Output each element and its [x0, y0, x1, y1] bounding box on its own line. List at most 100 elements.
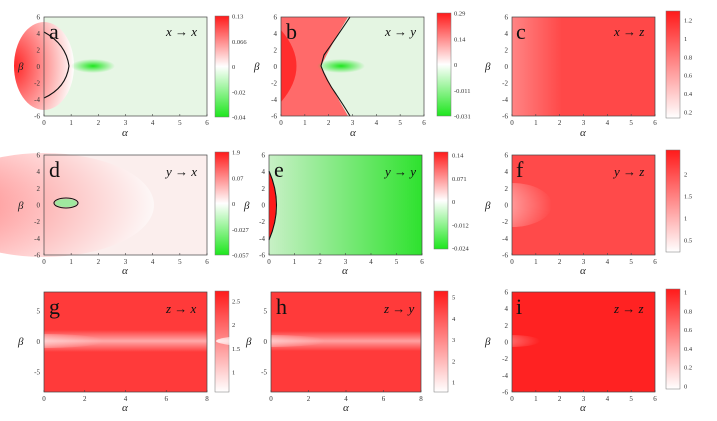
- panel-g-ytick-label: 0: [37, 338, 41, 346]
- panel-h-ytick-label: 0: [264, 338, 268, 346]
- panel-i-xtick-label: 1: [534, 395, 538, 403]
- panel-g-band: [44, 330, 207, 352]
- panel-g-xtick-label: 6: [165, 395, 169, 403]
- panel-f-colorbar-tick-label: 1.5: [684, 194, 692, 201]
- panel-i-colorbar-tick-label: 0.8: [684, 308, 692, 315]
- panel-g-xlabel: α: [122, 402, 128, 414]
- panel-a-xtick-label: 0: [42, 119, 46, 127]
- panel-f-xtick-label: 6: [653, 258, 657, 266]
- panel-e-colorbar-tick-label: 0.14: [452, 153, 464, 160]
- panel-b-ytick-label: 6: [274, 14, 278, 22]
- panel-f-ytick-label: 2: [505, 185, 509, 193]
- panel-c-ytick-label: 4: [505, 30, 509, 38]
- panel-a-letter: a: [49, 19, 59, 44]
- panel-g-title: z → x: [165, 301, 197, 316]
- panel-d-ytick-label: 4: [37, 168, 41, 176]
- panel-i-ytick-label: 2: [505, 322, 509, 330]
- panel-i-ytick-label: 4: [505, 305, 509, 313]
- panel-b-ytick-label: -2: [271, 80, 277, 88]
- panel-e-colorbar-tick-label: 0.071: [452, 176, 467, 183]
- panel-a-green-spot: [71, 59, 115, 73]
- panel-f-ytick-label: 0: [505, 202, 509, 210]
- panel-f-xlabel: α: [580, 265, 586, 277]
- panel-e-ylabel: β: [243, 200, 250, 212]
- panel-b-red-region: [281, 17, 348, 116]
- panel-b-xtick-label: 0: [279, 119, 283, 127]
- panel-c-xtick-label: 6: [653, 119, 657, 127]
- panel-c-xticks: 0 1 2 3 4 5 6: [510, 114, 657, 127]
- panel-b-colorbar-tick-label: 0.29: [454, 11, 465, 18]
- panel-c-ylabel: β: [484, 61, 491, 73]
- panel-d-xticks: 0 1 2 3 4 5 6: [42, 253, 209, 266]
- panel-a-xticks: 0 1 2 3 4 5 6: [42, 114, 209, 127]
- panel-c-xtick-label: 4: [606, 119, 610, 127]
- panel-f-xtick-label: 3: [582, 258, 586, 266]
- panel-g-xtick-label: 2: [83, 395, 87, 403]
- panel-e-colorbar-tick-label: -0.012: [452, 222, 469, 229]
- panel-f-ytick-label: 4: [505, 168, 509, 176]
- panel-f-xtick-label: 4: [606, 258, 610, 266]
- panel-e-xlabel: α: [342, 265, 348, 277]
- panel-g: g z → x 0 2 4 6 8 -5 0 5 α β 2.5 2 1.5 1: [0, 290, 240, 414]
- panel-a-ytick-label: 2: [37, 47, 41, 55]
- panel-i-yticks: -6 -4 -2 0 2 4 6: [502, 289, 508, 397]
- panel-b-ytick-label: 0: [274, 63, 278, 71]
- panel-g-xticks: 0 2 4 6 8: [42, 390, 209, 403]
- panel-g-xtick-label: 4: [124, 395, 128, 403]
- panel-i-xtick-label: 4: [606, 395, 610, 403]
- panel-d-contour: [53, 197, 79, 209]
- panel-f-xtick-label: 1: [534, 258, 538, 266]
- panel-d-colorbar: [214, 151, 230, 256]
- panel-i-colorbar: [665, 288, 681, 390]
- panel-b-colorbar-tick-label: -0.011: [454, 88, 471, 95]
- panel-d-ytick-label: 0: [37, 202, 41, 210]
- panel-d-xtick-label: 5: [178, 258, 182, 266]
- panel-i-xtick-label: 6: [653, 395, 657, 403]
- panel-g-colorbar-ticks: 2.5 2 1.5 1: [232, 299, 240, 377]
- panel-i-xticks: 0 1 2 3 4 5 6: [510, 390, 657, 403]
- panel-i-colorbar-tick-label: 0.4: [684, 346, 693, 353]
- panel-g-ylabel: β: [17, 336, 24, 348]
- panel-c-xtick-label: 2: [558, 119, 562, 127]
- panel-e-ytick-label: -2: [259, 218, 265, 226]
- panel-b-colorbar-ticks: 0.29 0.14 0 -0.011 -0.031: [454, 11, 471, 121]
- panel-e-ytick-label: 0: [262, 202, 266, 210]
- panel-h-xtick-label: 0: [269, 395, 273, 403]
- panel-h-yticks: -5 0 5: [261, 308, 267, 377]
- panel-d-ytick-label: -2: [34, 218, 40, 226]
- panel-b-letter: b: [286, 19, 297, 44]
- panel-b-colorbar-tick-label: 0: [454, 62, 457, 69]
- panel-f-title: y → z: [612, 164, 644, 179]
- panel-g-colorbar-tick-label: 1: [232, 370, 235, 377]
- panel-c-xtick-label: 5: [629, 119, 633, 127]
- panel-c-colorbar-tick-label: 0.8: [684, 54, 692, 61]
- panel-c-yticks: -6 -4 -2 0 2 4 6: [502, 14, 508, 121]
- panel-f-xtick-label: 5: [629, 258, 633, 266]
- panel-b-yticks: -6 -4 -2 0 2 4 6: [271, 14, 277, 121]
- panel-c-ytick-label: 6: [505, 14, 509, 22]
- panel-b-ytick-label: 2: [274, 47, 278, 55]
- panel-e-xtick-label: 4: [369, 258, 373, 266]
- panel-f-colorbar-ticks: 2 1.5 1 0.5: [684, 172, 692, 245]
- panel-e-ytick-label: -6: [259, 252, 265, 260]
- panel-a-yticks: -6 -4 -2 0 2 4 6: [34, 14, 40, 121]
- panel-f-colorbar: [665, 149, 681, 253]
- panel-b-xtick-label: 3: [351, 119, 355, 127]
- panel-e-letter: e: [274, 157, 284, 182]
- panel-h-band: [271, 331, 421, 351]
- panel-g-xtick-label: 8: [205, 395, 209, 403]
- panel-a-colorbar-tick-label: -0.02: [232, 89, 246, 96]
- panel-a-colorbar-tick-label: 0: [232, 64, 235, 71]
- panel-a-contour: [43, 31, 70, 99]
- panel-e-colorbar: [433, 151, 449, 250]
- panel-f-xtick-label: 2: [558, 258, 562, 266]
- panel-e-xtick-label: 5: [395, 258, 399, 266]
- panel-i-xtick-label: 5: [629, 395, 633, 403]
- panel-f-letter: f: [516, 157, 524, 182]
- panel-a-ytick-label: 0: [37, 63, 41, 71]
- panel-c-colorbar: [665, 10, 681, 119]
- panel-i-title: z → z: [613, 301, 644, 316]
- panel-i: i z → z 0 1 2 3 4 5 6 -6 -4 -2 0 2 4 6 α β 1 0.8 0.6 0.…: [484, 288, 693, 414]
- panel-h-colorbar: [433, 290, 449, 393]
